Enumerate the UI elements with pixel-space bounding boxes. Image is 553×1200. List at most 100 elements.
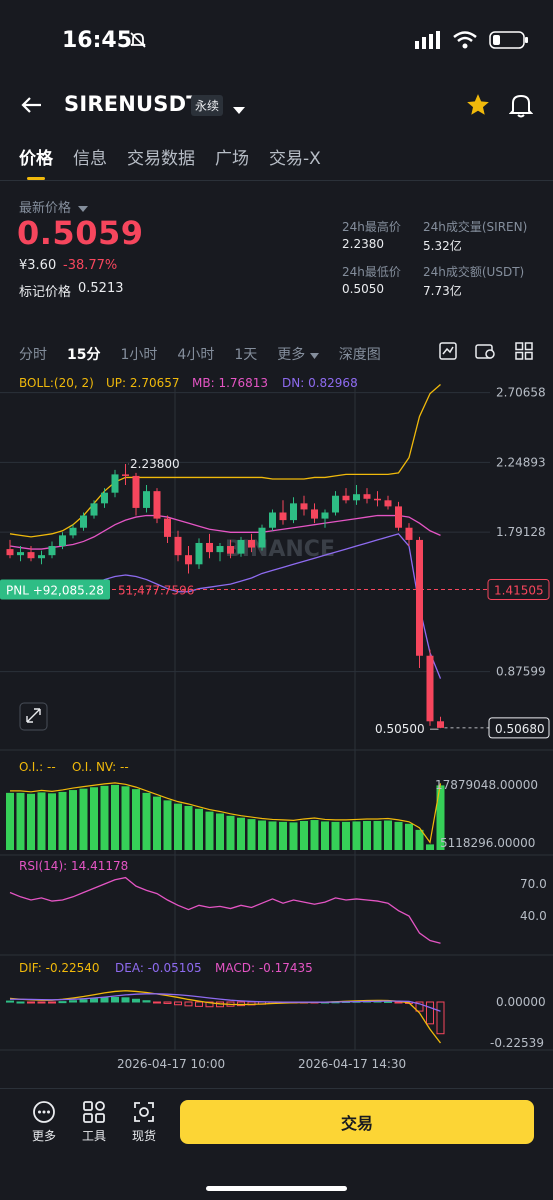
candle-body [153, 491, 161, 519]
layout-grid-icon[interactable] [515, 342, 533, 364]
y-tick-label: 2.24893 [496, 455, 546, 469]
pnl-badge [0, 579, 110, 600]
candle-body [59, 535, 66, 547]
oi-bar [195, 808, 203, 850]
indicator-settings-icon[interactable] [475, 342, 497, 364]
chart-style-icon[interactable] [439, 342, 457, 364]
tabs-divider [0, 180, 553, 181]
macd-hist-bar [121, 997, 130, 1003]
macd-hist-bar [6, 1000, 14, 1003]
tf-4h[interactable]: 4小时 [177, 347, 215, 363]
macd-hist-bar [205, 1001, 214, 1008]
macd-hist-bar [132, 998, 140, 1003]
oi-bar [268, 821, 277, 850]
candle-body [363, 494, 371, 499]
oi-bar [6, 792, 14, 850]
oi-bar [132, 789, 140, 850]
oi-bar [184, 805, 193, 850]
candle-body [90, 503, 98, 516]
tab-price[interactable]: 价格 [19, 144, 53, 180]
candle-body [395, 506, 402, 528]
mark-price-value: 0.5213 [78, 281, 124, 296]
candle-body [227, 546, 234, 554]
candle-body [174, 536, 182, 556]
candle-body [342, 495, 350, 501]
oi-bar [394, 821, 403, 850]
tf-1d[interactable]: 1天 [234, 347, 258, 363]
current-price-box [488, 717, 550, 739]
macd-hist-bar [16, 1001, 25, 1004]
expand-arrows-icon [26, 708, 41, 723]
oi-bar [205, 811, 214, 850]
boll-legend: BOLL:(20, 2) [19, 376, 94, 390]
rsi-line [9, 876, 441, 944]
y-tick-label: 1.79128 [496, 525, 546, 539]
stat-high-value: 2.2380 [342, 237, 384, 251]
back-button[interactable] [20, 93, 44, 117]
candle-body [237, 539, 245, 554]
bell-icon[interactable] [508, 92, 534, 122]
candle-body [321, 512, 329, 519]
macd-hist-bar [37, 1001, 46, 1004]
oi-bar [37, 792, 46, 850]
macd-hist-bar [163, 1001, 172, 1004]
tab-info[interactable]: 信息 [73, 149, 107, 169]
oi-bar [436, 785, 445, 850]
tab-bar: 价格 信息 交易数据 广场 交易-X [19, 144, 321, 180]
caret-down-icon[interactable] [233, 100, 245, 119]
oi-bar [174, 803, 182, 850]
stat-volume-value: 5.32亿 [423, 239, 462, 253]
candle-body [101, 492, 108, 504]
y-tick-label: 17879048.00000 [435, 778, 538, 792]
oi-bar [342, 821, 350, 850]
tf-line[interactable]: 分时 [19, 347, 47, 363]
y-tick-label: 0.87599 [496, 665, 546, 679]
timeframe-bar: 分时 15分 1小时 4小时 1天 更多 深度图 [19, 344, 381, 364]
candle-body [216, 546, 224, 553]
tf-1h[interactable]: 1小时 [120, 347, 158, 363]
trade-button[interactable]: 交易 [180, 1100, 534, 1144]
spot-button[interactable]: 现货 [124, 1100, 164, 1144]
oi-bar [415, 829, 424, 850]
favorite-star-icon[interactable] [465, 92, 491, 122]
macd-hist-bar [79, 999, 88, 1003]
chart-tools [439, 342, 533, 364]
candle-body [258, 527, 266, 548]
oi-bar [331, 821, 340, 850]
tab-trade-data[interactable]: 交易数据 [127, 149, 195, 169]
last-price-label[interactable]: 最新价格 [19, 197, 89, 216]
oi-bar [226, 815, 235, 850]
stat-low-label: 24h最低价 [342, 265, 401, 279]
x-tick-label: 2026-04-17 14:30 [298, 1057, 406, 1071]
stat-high-label: 24h最高价 [342, 220, 401, 234]
candle-body [374, 498, 381, 501]
dif-legend: DIF: -0.22540 [19, 961, 100, 975]
boll-mb-legend: MB: 1.76813 [192, 376, 268, 390]
y-tick-label: 40.0 [520, 909, 547, 923]
tf-depth[interactable]: 深度图 [338, 347, 381, 363]
oi-bar [153, 796, 161, 850]
y-tick-label: 2.70658 [496, 386, 546, 400]
tab-trade-x[interactable]: 交易-X [269, 149, 321, 169]
macd-hist-bar [142, 1000, 151, 1003]
tf-15m[interactable]: 15分 [67, 347, 101, 363]
more-button[interactable]: 更多 [24, 1100, 64, 1144]
tf-more[interactable]: 更多 [277, 344, 319, 364]
tools-button[interactable]: 工具 [74, 1100, 114, 1144]
tab-square[interactable]: 广场 [215, 149, 249, 169]
symbol-title[interactable]: SIRENUSDT [64, 92, 201, 116]
oi-bar [90, 787, 98, 850]
macd-hist-bar [58, 1001, 67, 1004]
candle-body [6, 549, 14, 556]
y-tick-label: 70.0 [520, 877, 547, 891]
candle-body [353, 494, 360, 501]
oi-bar [289, 822, 298, 850]
oi-bar [100, 785, 109, 850]
more-icon [33, 1101, 55, 1123]
oi-bar [384, 820, 392, 850]
oi-bar [310, 820, 319, 850]
macd-hist-bar [27, 1001, 35, 1004]
signal-icon [415, 31, 441, 53]
macd-hist-bar [426, 1001, 434, 1025]
